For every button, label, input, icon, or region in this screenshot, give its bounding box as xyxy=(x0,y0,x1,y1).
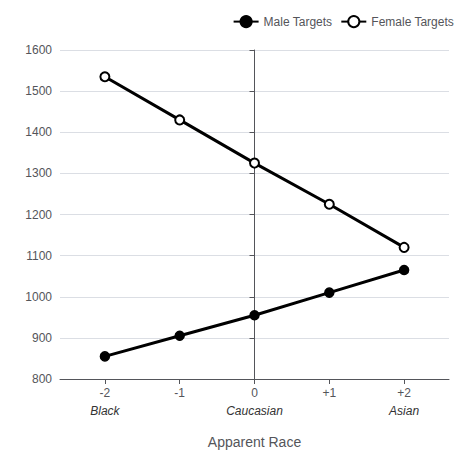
svg-text:Apparent Race: Apparent Race xyxy=(208,434,302,450)
svg-text:0: 0 xyxy=(251,386,258,400)
svg-text:-2: -2 xyxy=(100,386,111,400)
svg-text:Black: Black xyxy=(90,404,120,418)
svg-text:1500: 1500 xyxy=(25,84,52,98)
svg-text:1200: 1200 xyxy=(25,208,52,222)
svg-text:Asian: Asian xyxy=(388,404,419,418)
svg-text:900: 900 xyxy=(32,331,52,345)
svg-text:1600: 1600 xyxy=(25,43,52,57)
svg-text:-1: -1 xyxy=(174,386,185,400)
svg-text:1100: 1100 xyxy=(26,249,52,263)
svg-text:1400: 1400 xyxy=(25,125,52,139)
svg-text:800: 800 xyxy=(32,372,52,386)
svg-text:Female Targets: Female Targets xyxy=(371,15,453,29)
svg-text:+1: +1 xyxy=(322,386,336,400)
svg-text:1300: 1300 xyxy=(25,166,52,180)
svg-text:+2: +2 xyxy=(397,386,411,400)
svg-text:Male Targets: Male Targets xyxy=(264,15,332,29)
svg-text:Caucasian: Caucasian xyxy=(226,404,283,418)
svg-text:1000: 1000 xyxy=(25,290,52,304)
